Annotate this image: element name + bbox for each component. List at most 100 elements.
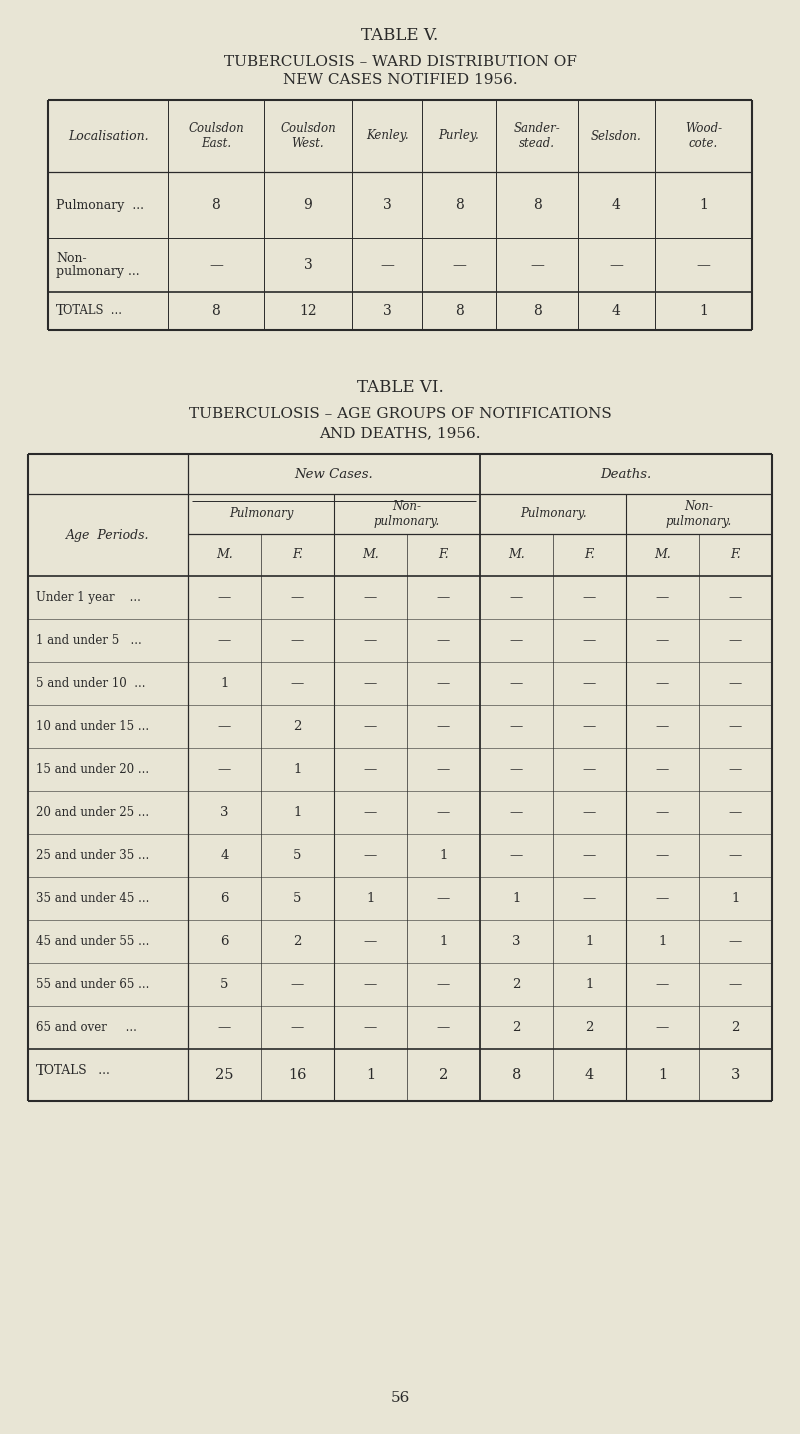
Text: F.: F. xyxy=(438,548,449,562)
Text: 4: 4 xyxy=(220,849,229,862)
Text: Coulsdon
East.: Coulsdon East. xyxy=(188,122,244,151)
Text: 1: 1 xyxy=(294,763,302,776)
Text: —: — xyxy=(729,677,742,690)
Text: —: — xyxy=(656,634,669,647)
Text: 2: 2 xyxy=(294,720,302,733)
Text: 3: 3 xyxy=(382,198,391,212)
Text: —: — xyxy=(364,1021,377,1034)
Text: Pulmonary.: Pulmonary. xyxy=(520,508,586,521)
Text: —: — xyxy=(437,591,450,604)
Text: 5: 5 xyxy=(294,849,302,862)
Text: 10 and under 15 ...: 10 and under 15 ... xyxy=(36,720,149,733)
Text: —: — xyxy=(583,806,596,819)
Text: T: T xyxy=(56,304,66,318)
Text: 1: 1 xyxy=(699,198,708,212)
Text: —: — xyxy=(510,720,523,733)
Text: —: — xyxy=(364,978,377,991)
Text: 1: 1 xyxy=(366,1068,375,1083)
Text: 8: 8 xyxy=(533,304,542,318)
Text: —: — xyxy=(437,892,450,905)
Text: M.: M. xyxy=(508,548,525,562)
Text: 8: 8 xyxy=(533,198,542,212)
Text: F.: F. xyxy=(584,548,595,562)
Text: —: — xyxy=(656,849,669,862)
Text: —: — xyxy=(510,763,523,776)
Text: 1: 1 xyxy=(658,935,666,948)
Text: —: — xyxy=(583,677,596,690)
Text: —: — xyxy=(364,591,377,604)
Text: New Cases.: New Cases. xyxy=(294,467,374,480)
Text: —: — xyxy=(437,677,450,690)
Text: —: — xyxy=(437,1021,450,1034)
Text: 8: 8 xyxy=(212,304,220,318)
Text: Pulmonary: Pulmonary xyxy=(229,508,293,521)
Text: Coulsdon
West.: Coulsdon West. xyxy=(280,122,336,151)
Text: Wood-
cote.: Wood- cote. xyxy=(685,122,722,151)
Text: —: — xyxy=(364,634,377,647)
Text: —: — xyxy=(452,258,466,272)
Text: 6: 6 xyxy=(220,935,229,948)
Text: —: — xyxy=(218,720,231,733)
Text: Localisation.: Localisation. xyxy=(68,129,148,142)
Text: 15 and under 20 ...: 15 and under 20 ... xyxy=(36,763,149,776)
Text: 2: 2 xyxy=(512,978,521,991)
Text: —: — xyxy=(729,978,742,991)
Text: —: — xyxy=(291,634,304,647)
Text: 8: 8 xyxy=(454,304,463,318)
Text: M.: M. xyxy=(216,548,233,562)
Text: M.: M. xyxy=(362,548,379,562)
Text: —: — xyxy=(583,720,596,733)
Text: —: — xyxy=(729,849,742,862)
Text: 2: 2 xyxy=(512,1021,521,1034)
Text: 2: 2 xyxy=(439,1068,448,1083)
Text: —: — xyxy=(656,1021,669,1034)
Text: 4: 4 xyxy=(585,1068,594,1083)
Text: 3: 3 xyxy=(512,935,521,948)
Text: —: — xyxy=(729,935,742,948)
Text: —: — xyxy=(364,677,377,690)
Text: —: — xyxy=(218,1021,231,1034)
Text: Kenley.: Kenley. xyxy=(366,129,408,142)
Text: —: — xyxy=(656,978,669,991)
Text: —: — xyxy=(729,720,742,733)
Text: —: — xyxy=(291,1021,304,1034)
Text: —: — xyxy=(729,763,742,776)
Text: —: — xyxy=(510,591,523,604)
Text: 5: 5 xyxy=(220,978,229,991)
Text: —: — xyxy=(697,258,710,272)
Text: —: — xyxy=(610,258,623,272)
Text: 5: 5 xyxy=(294,892,302,905)
Text: 3: 3 xyxy=(220,806,229,819)
Text: 1: 1 xyxy=(294,806,302,819)
Text: 1: 1 xyxy=(220,677,229,690)
Text: —: — xyxy=(656,720,669,733)
Text: —: — xyxy=(218,591,231,604)
Text: —: — xyxy=(437,720,450,733)
Text: OTALS  ...: OTALS ... xyxy=(63,304,122,317)
Text: Non-: Non- xyxy=(56,252,86,265)
Text: pulmonary ...: pulmonary ... xyxy=(56,264,140,278)
Text: Non-
pulmonary.: Non- pulmonary. xyxy=(374,500,440,528)
Text: 1: 1 xyxy=(699,304,708,318)
Text: —: — xyxy=(437,634,450,647)
Text: —: — xyxy=(437,806,450,819)
Text: TUBERCULOSIS – AGE GROUPS OF NOTIFICATIONS: TUBERCULOSIS – AGE GROUPS OF NOTIFICATIO… xyxy=(189,407,611,422)
Text: 2: 2 xyxy=(586,1021,594,1034)
Text: —: — xyxy=(437,763,450,776)
Text: TABLE V.: TABLE V. xyxy=(362,26,438,43)
Text: —: — xyxy=(510,849,523,862)
Text: 55 and under 65 ...: 55 and under 65 ... xyxy=(36,978,150,991)
Text: F.: F. xyxy=(292,548,303,562)
Text: 1: 1 xyxy=(439,849,448,862)
Text: 1: 1 xyxy=(439,935,448,948)
Text: 8: 8 xyxy=(212,198,220,212)
Text: 3: 3 xyxy=(304,258,312,272)
Text: 4: 4 xyxy=(612,198,621,212)
Text: 2: 2 xyxy=(294,935,302,948)
Text: 35 and under 45 ...: 35 and under 45 ... xyxy=(36,892,150,905)
Text: 12: 12 xyxy=(299,304,317,318)
Text: —: — xyxy=(364,806,377,819)
Text: 3: 3 xyxy=(731,1068,740,1083)
Text: 45 and under 55 ...: 45 and under 55 ... xyxy=(36,935,150,948)
Text: 65 and over     ...: 65 and over ... xyxy=(36,1021,137,1034)
